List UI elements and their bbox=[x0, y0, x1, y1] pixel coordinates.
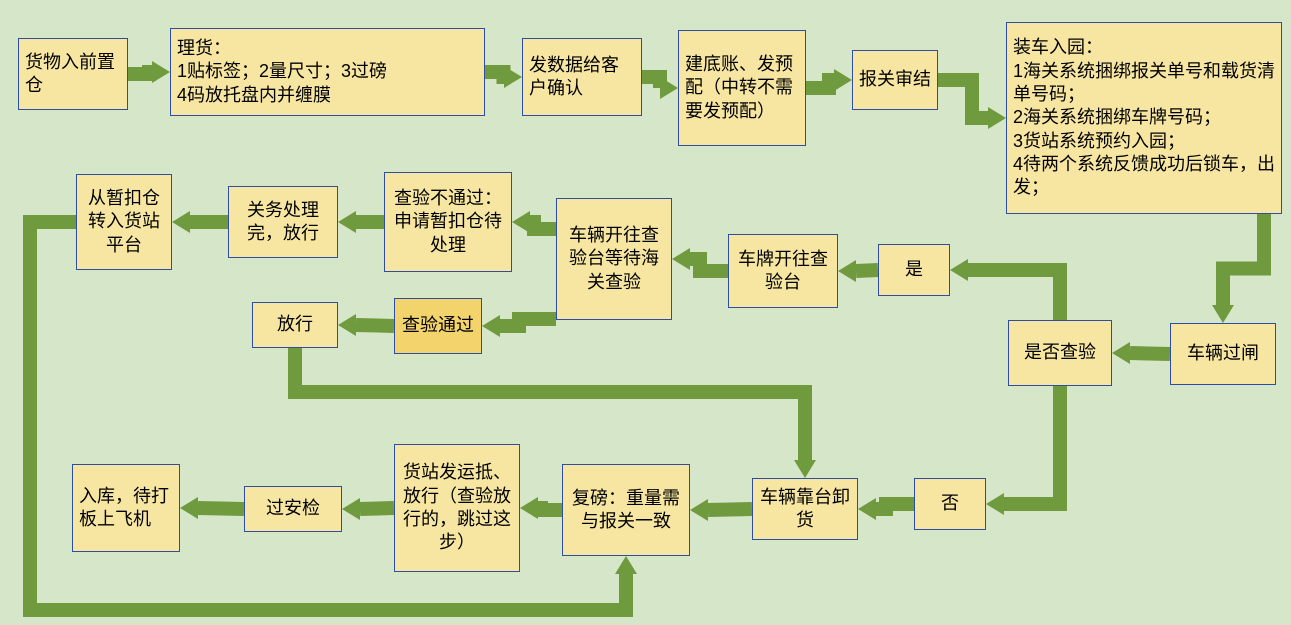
flow-node-label: 装车入园： 1海关系统捆绑报关单号和载货清单号码； 2海关系统捆绑车牌号码； 3… bbox=[1013, 36, 1275, 200]
flow-node-n5: 报关审结 bbox=[852, 50, 938, 110]
flow-node-label: 车辆靠台卸货 bbox=[759, 486, 851, 533]
flow-node-label: 发数据给客户确认 bbox=[529, 54, 635, 101]
flow-node-n18: 车辆靠台卸货 bbox=[752, 478, 858, 540]
flow-node-label: 报关审结 bbox=[859, 68, 931, 91]
flow-node-label: 否 bbox=[921, 492, 979, 515]
flow-arrow bbox=[482, 315, 556, 337]
flow-node-label: 货站发运抵、放行（查验放行的，跳过这步） bbox=[401, 461, 513, 555]
flow-node-n6: 装车入园： 1海关系统捆绑报关单号和载货清单号码； 2海关系统捆绑车牌号码； 3… bbox=[1006, 22, 1282, 214]
flow-node-label: 从暂扣仓转入货站平台 bbox=[83, 187, 165, 257]
flow-node-label: 入库，待打板上飞机 bbox=[79, 485, 173, 532]
flow-arrow bbox=[342, 498, 394, 520]
flow-arrow bbox=[485, 66, 522, 88]
flow-node-label: 查验不通过：申请暂扣仓待处理 bbox=[391, 187, 505, 257]
flow-node-label: 车辆过闸 bbox=[1177, 342, 1269, 365]
flow-node-n13: 查验不通过：申请暂扣仓待处理 bbox=[384, 172, 512, 272]
flow-arrow bbox=[172, 211, 228, 233]
flow-node-n22: 入库，待打板上飞机 bbox=[72, 464, 180, 552]
flow-node-n4: 建底账、发预配（中转不需要发预配） bbox=[678, 30, 806, 146]
flow-node-label: 理货： 1贴标签；2量尺寸；3过磅 4码放托盘内并缠膜 bbox=[177, 37, 478, 107]
flow-node-n1: 货物入前置仓 bbox=[18, 38, 128, 110]
flow-node-n11: 车牌开往查验台 bbox=[728, 234, 838, 308]
flow-arrow bbox=[338, 314, 394, 336]
flow-node-label: 车牌开往查验台 bbox=[735, 248, 831, 295]
flow-node-n19: 复磅：重量需与报关一致 bbox=[562, 464, 690, 556]
flow-node-label: 货物入前置仓 bbox=[25, 51, 121, 98]
flowchart-canvas: 货物入前置仓 理货： 1贴标签；2量尺寸；3过磅 4码放托盘内并缠膜 发数据给客户确… bbox=[0, 0, 1291, 625]
flow-node-label: 关务处理完，放行 bbox=[235, 199, 331, 246]
flow-node-n10: 否 bbox=[914, 478, 986, 530]
flow-arrow bbox=[180, 497, 244, 519]
flow-arrow bbox=[1212, 214, 1264, 323]
flow-node-label: 车辆开往查验台等待海关查验 bbox=[563, 224, 665, 294]
flow-arrow bbox=[642, 77, 678, 99]
flow-node-n15: 从暂扣仓转入货站平台 bbox=[76, 174, 172, 270]
flow-arrow bbox=[838, 260, 878, 282]
flow-arrow bbox=[295, 348, 816, 478]
flow-arrow bbox=[1112, 342, 1170, 364]
flow-node-n14: 关务处理完，放行 bbox=[228, 186, 338, 258]
flow-arrow bbox=[338, 211, 384, 233]
flow-node-label: 建底账、发预配（中转不需要发预配） bbox=[685, 53, 799, 123]
flow-arrow bbox=[858, 498, 914, 520]
flow-node-n7: 车辆过闸 bbox=[1170, 323, 1276, 385]
flow-node-n17: 放行 bbox=[252, 302, 338, 348]
flow-arrow bbox=[690, 499, 752, 521]
flow-node-n9: 是 bbox=[878, 244, 950, 296]
flow-arrow bbox=[520, 497, 562, 519]
flow-node-n16: 查验通过 bbox=[394, 298, 482, 354]
flow-node-n2: 理货： 1贴标签；2量尺寸；3过磅 4码放托盘内并缠膜 bbox=[170, 28, 485, 116]
flow-arrow bbox=[938, 80, 1006, 129]
flow-node-n8: 是否查验 bbox=[1008, 320, 1112, 386]
flow-node-n20: 货站发运抵、放行（查验放行的，跳过这步） bbox=[394, 444, 520, 572]
flow-node-label: 过安检 bbox=[251, 497, 335, 520]
flow-node-label: 查验通过 bbox=[401, 314, 475, 337]
flow-arrow bbox=[672, 248, 728, 271]
flow-arrow bbox=[950, 259, 1060, 320]
flow-node-label: 是 bbox=[885, 258, 943, 281]
flow-node-n21: 过安检 bbox=[244, 486, 342, 532]
flow-arrow bbox=[806, 69, 852, 91]
flow-arrow bbox=[986, 386, 1060, 515]
flow-node-label: 放行 bbox=[259, 313, 331, 336]
flow-node-label: 复磅：重量需与报关一致 bbox=[569, 487, 683, 534]
flow-arrow bbox=[512, 211, 556, 233]
flow-arrow bbox=[128, 61, 170, 83]
flow-node-label: 是否查验 bbox=[1015, 341, 1105, 364]
flow-node-n3: 发数据给客户确认 bbox=[522, 38, 642, 116]
flow-node-n12: 车辆开往查验台等待海关查验 bbox=[556, 198, 672, 320]
